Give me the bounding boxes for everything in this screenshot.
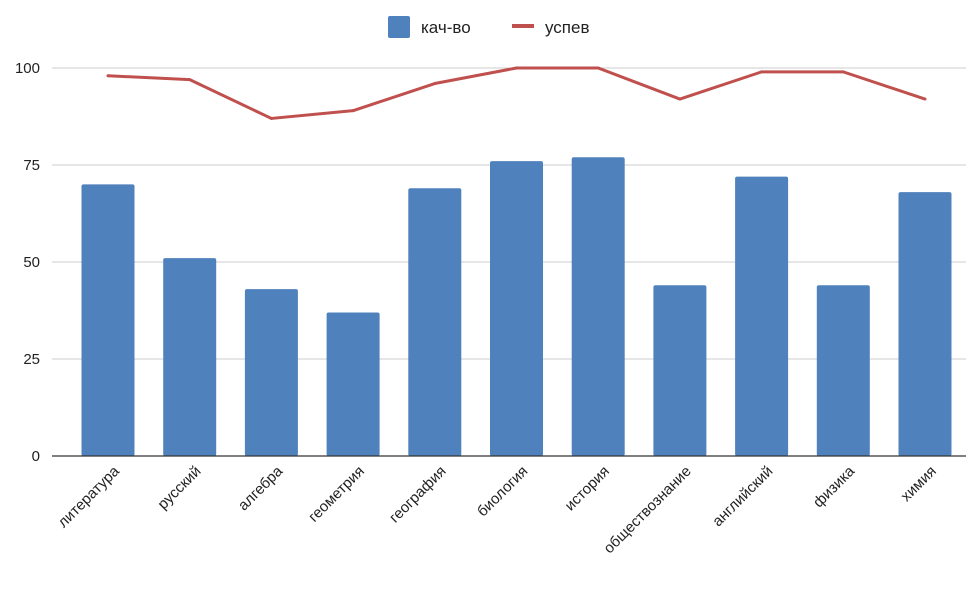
x-category-label: биология (474, 463, 531, 520)
y-tick-label: 0 (32, 448, 40, 465)
line-path (107, 66, 926, 120)
x-category-label: геометрия (305, 463, 368, 526)
x-axis-categories: литература русский алгебра геометрия географ… (55, 462, 940, 557)
bar (571, 157, 625, 457)
x-category-label: география (386, 463, 450, 527)
legend-line-label: успев (545, 18, 590, 37)
bar (653, 285, 707, 456)
line-point (596, 66, 600, 70)
bar-series (81, 157, 952, 457)
x-category-label: алгебра (235, 462, 287, 514)
line-point (433, 82, 437, 86)
line-point (678, 97, 682, 101)
line-point (269, 116, 273, 120)
bar (490, 161, 543, 456)
x-category-label: английский (709, 463, 776, 530)
y-axis-ticks: 0 25 50 75 100 (15, 60, 40, 465)
y-tick-label: 75 (23, 157, 40, 174)
line-point (106, 74, 110, 78)
legend-bar-swatch (388, 16, 410, 38)
bar (163, 258, 217, 456)
bar (326, 312, 380, 456)
line-point (515, 66, 518, 70)
y-tick-label: 100 (15, 60, 40, 77)
line-point (188, 78, 192, 82)
x-category-label: история (562, 463, 613, 514)
x-category-label: литература (55, 462, 124, 531)
bar (898, 192, 952, 456)
line-point (923, 97, 927, 101)
line-point (760, 70, 764, 74)
x-category-label: русский (154, 463, 204, 513)
x-category-label: обществознание (600, 463, 694, 557)
legend-line-swatch (512, 24, 534, 28)
bar (735, 176, 789, 456)
x-category-label: химия (898, 463, 940, 505)
bar (408, 188, 462, 456)
x-category-label: физика (810, 462, 859, 511)
legend: кач-во успев (388, 16, 590, 38)
line-point (841, 70, 845, 74)
legend-bar-label: кач-во (421, 18, 471, 37)
line-point (351, 109, 355, 113)
y-tick-label: 25 (23, 351, 40, 368)
y-tick-label: 50 (23, 254, 40, 271)
bar (81, 184, 135, 456)
bar (816, 285, 870, 456)
bar (244, 289, 298, 456)
line-series (106, 66, 927, 120)
